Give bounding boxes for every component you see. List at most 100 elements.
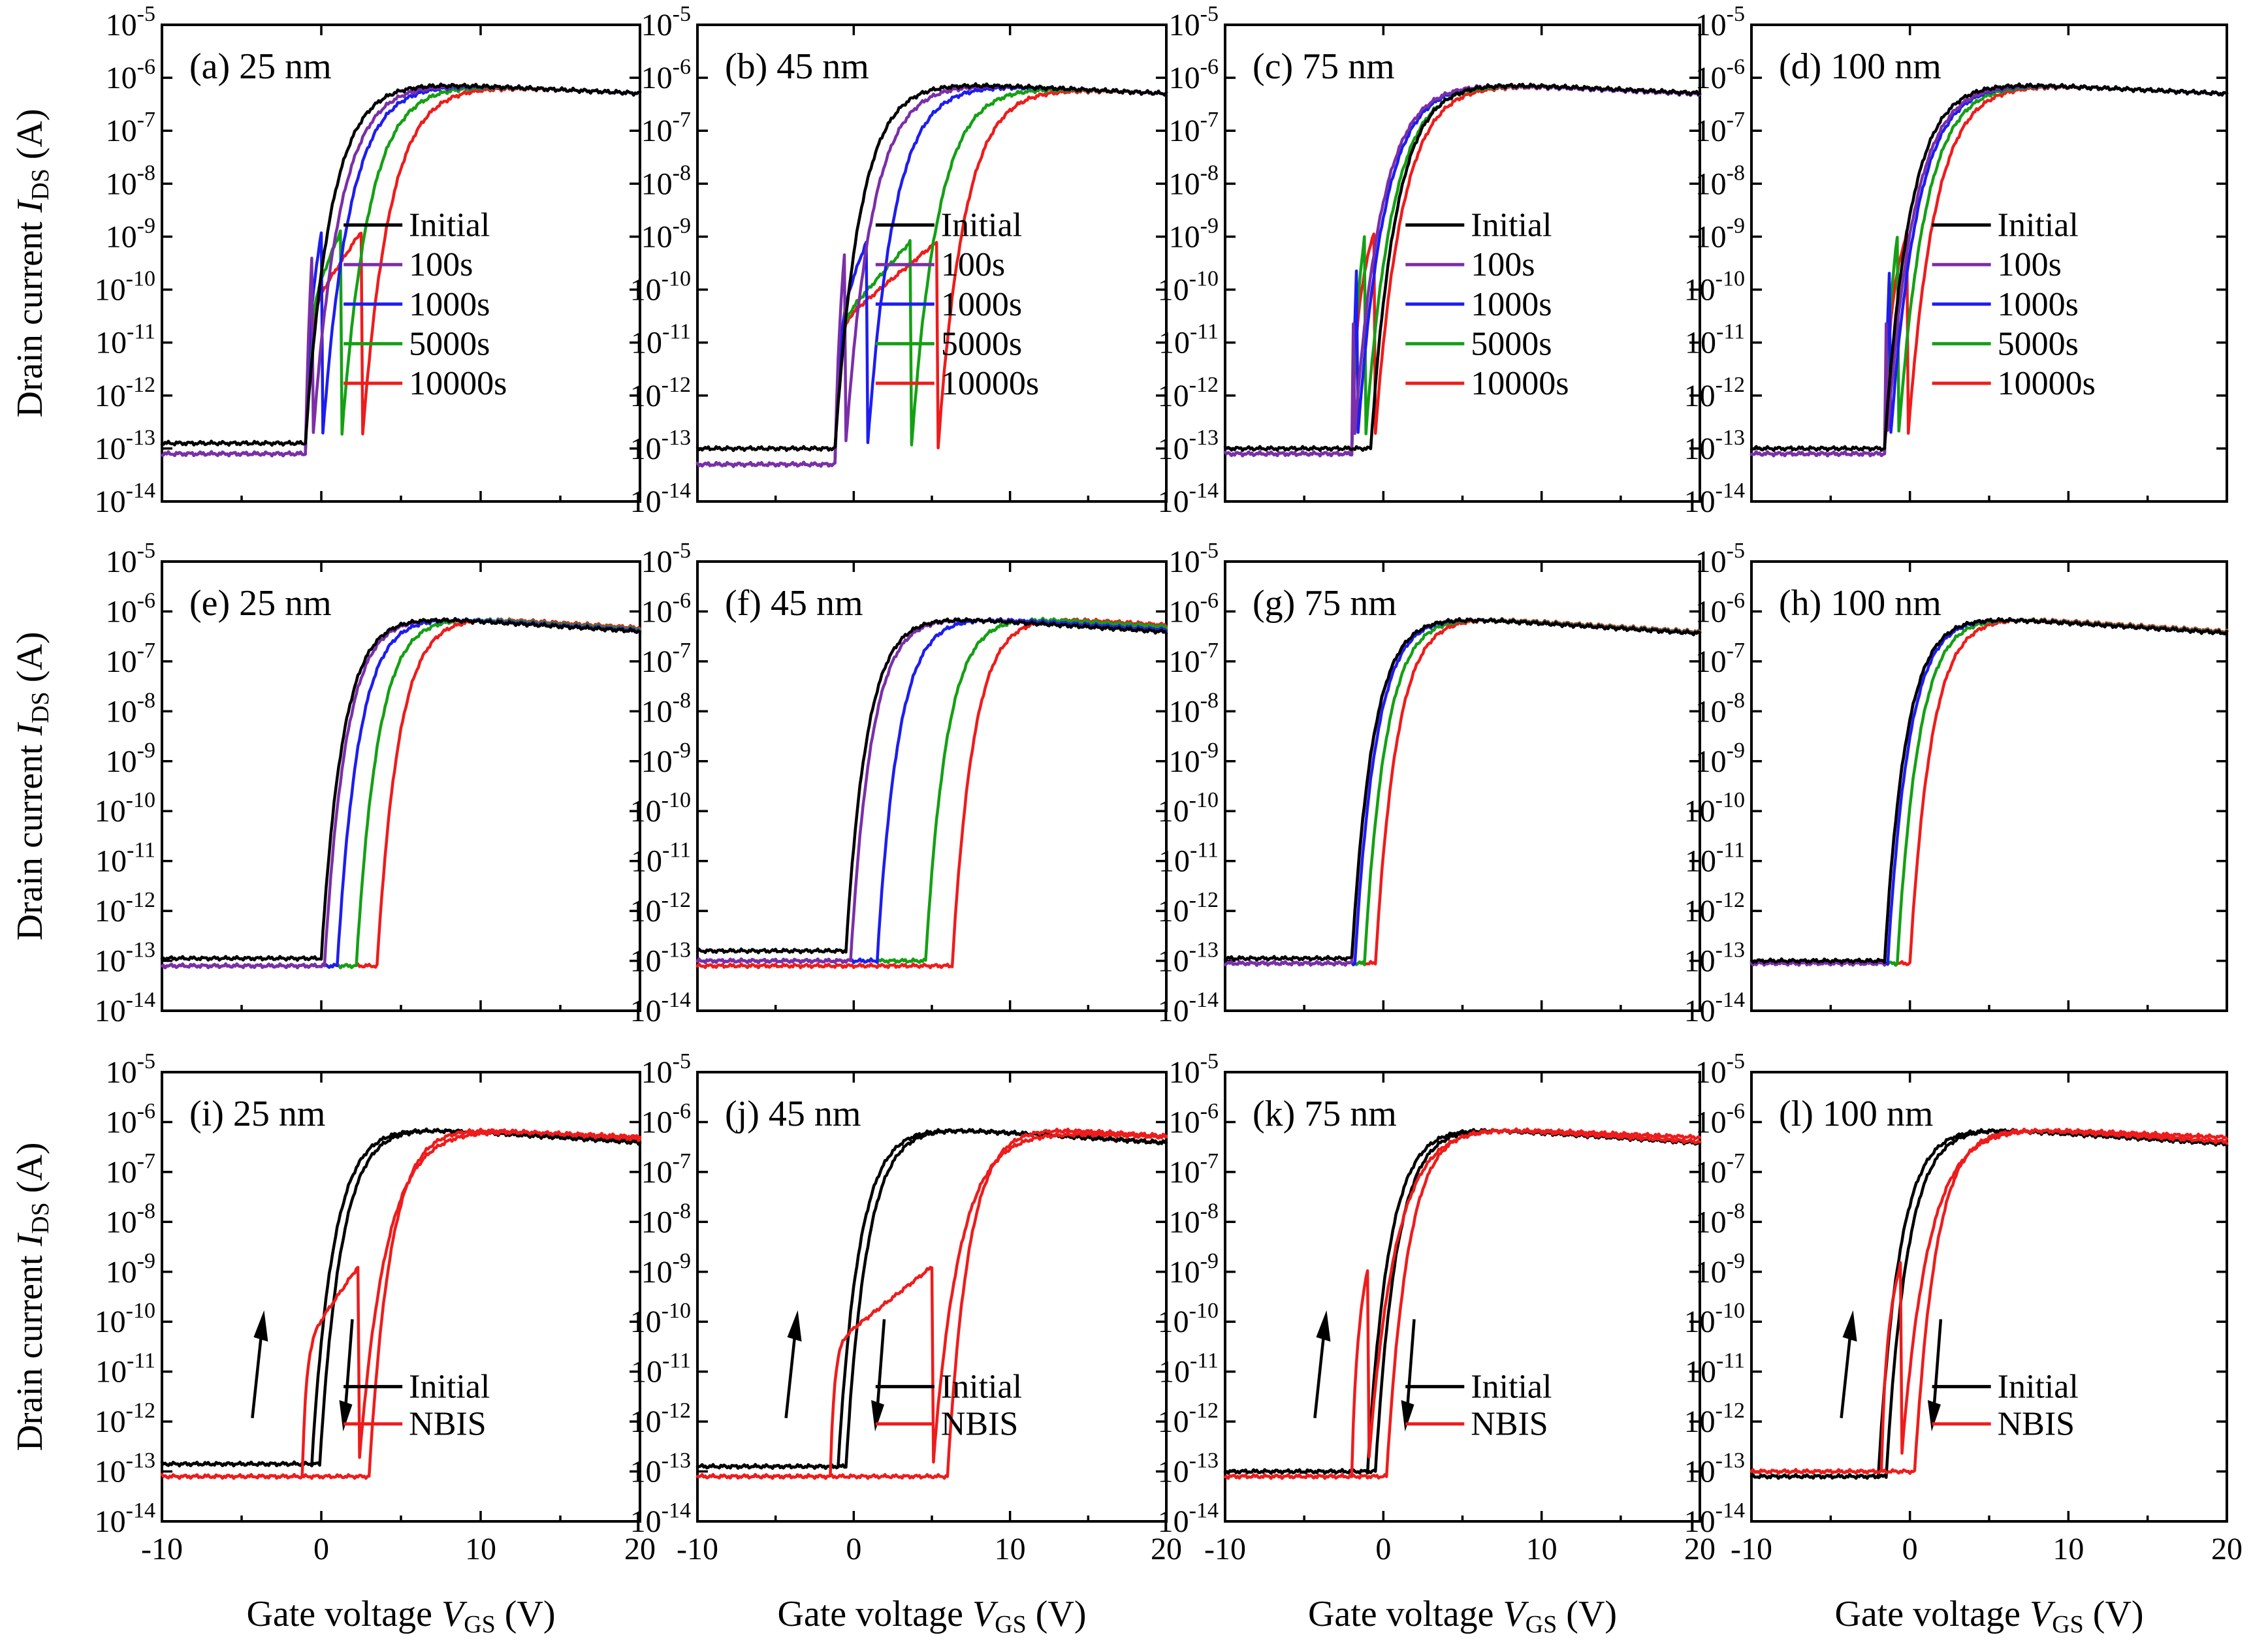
y-axis-title: Drain current IDS (A) [10,1142,54,1451]
y-tick-label: 10-9 [641,1249,691,1290]
series-line-nbis-reverse [695,1127,1168,1480]
y-tick-label: 10-11 [1158,1349,1219,1389]
series-line-initial [1749,82,2229,452]
y-tick-label: 10-9 [641,738,691,779]
y-tick-label: 10-5 [641,1049,691,1090]
y-tick-label: 10-6 [1695,55,1745,95]
x-tick-label: 20 [1684,1532,1716,1566]
series-line-1000s [1749,616,2229,967]
legend-label: 10000s [941,365,1039,402]
x-tick-label: 20 [2211,1532,2243,1566]
series-line-1000s [160,83,642,458]
legend-label: 100s [941,246,1005,283]
sweep-up-arrow-icon [1840,1310,1857,1418]
panel-i: 10-510-610-710-810-910-1010-1110-1210-13… [10,1049,656,1638]
y-tick-label: 10-12 [95,888,155,928]
legend-label: 5000s [941,325,1022,362]
y-tick-label: 10-7 [641,639,691,679]
y-tick-label: 10-10 [95,788,155,829]
legend-label: Initial [941,207,1022,244]
y-tick-label: 10-11 [1158,838,1219,879]
x-tick-label: 10 [465,1532,496,1566]
panel-j: 10-510-610-710-810-910-1010-1110-1210-13… [630,1049,1182,1638]
panel-k: 10-510-610-710-810-910-1010-1110-1210-13… [1158,1049,1716,1638]
panel-b: 10-5 10-6 10-7 10-8 10-9 10-10 10-11 10-12 10-13… [630,2,1168,519]
series-line-10000s [1223,84,1702,458]
panel-a: 10-5 10-6 10-7 10-8 10-9 10-10 10-11 10-12 10-13… [10,2,642,519]
series-line-initial [1749,617,2229,964]
series-line-10000s [695,617,1168,970]
series-line-initial [1223,82,1702,452]
legend-label: 10000s [1998,365,2096,402]
y-tick-label: 10-14 [1158,479,1219,519]
series-line-1000s [1749,83,2229,458]
panel-g: 10-5 10-6 10-7 10-8 10-9 10-10 10-11 10-12 10-13… [1158,539,1702,1028]
y-tick-label: 10-7 [641,108,691,148]
series-line-10000s [695,87,1168,468]
series-line-nbis-reverse [1223,1128,1702,1480]
series-line-5000s [695,86,1168,468]
legend-label: NBIS [1998,1406,2075,1443]
series-line-initial-reverse [160,1128,642,1468]
x-tick-label: 20 [624,1532,656,1566]
sweep-up-arrow-icon [1313,1310,1331,1418]
legend-label: 10000s [409,365,507,402]
series-line-nbis-forward [160,1129,642,1480]
panel-label: (j) 45 nm [725,1094,861,1134]
legend-label: 100s [409,246,473,283]
y-axis-title: Drain current IDS (A) [10,108,54,417]
y-tick-label: 10-8 [1169,688,1219,729]
y-tick-label: 10-11 [95,1349,155,1389]
y-tick-label: 10-6 [641,55,691,95]
legend-label: 1000s [409,286,490,323]
panel-label: (l) 100 nm [1779,1094,1933,1134]
series-line-5000s [695,616,1168,964]
y-tick-label: 10-6 [641,1099,691,1139]
panel-e: 10-5 10-6 10-7 10-8 10-9 10-10 10-11 10-12 10-13… [10,539,642,1028]
series-line-100s [160,83,642,458]
legend-label: Initial [1998,207,2079,244]
y-tick-label: 10-10 [630,267,691,308]
y-tick-label: 10-12 [630,1399,691,1439]
series-line-initial [160,82,642,447]
y-tick-label: 10-5 [1169,1049,1219,1090]
y-tick-label: 10-11 [631,1349,691,1389]
y-tick-label: 10-6 [1695,588,1745,629]
y-tick-label: 10-9 [1695,1249,1745,1290]
legend-label: NBIS [941,1406,1018,1443]
y-tick-label: 10-13 [1684,426,1745,466]
y-tick-label: 10-14 [1684,1499,1745,1539]
x-axis-title: Gate voltage VGS (V) [1834,1594,2143,1638]
y-tick-label: 10-5 [106,539,155,579]
y-tick-label: 10-11 [95,838,155,879]
series-line-10000s [1749,617,2229,967]
series-line-5000s [160,617,642,970]
y-tick-label: 10-9 [641,214,691,254]
y-tick-label: 10-14 [1684,479,1745,519]
y-tick-label: 10-6 [1695,1099,1745,1139]
y-tick-label: 10-9 [106,1249,155,1290]
y-tick-label: 10-10 [1158,1299,1219,1339]
series-line-100s [160,617,642,970]
series-line-1000s [695,616,1168,964]
y-tick-label: 10-5 [641,539,691,579]
y-tick-label: 10-10 [95,267,155,308]
y-tick-label: 10-13 [95,426,155,466]
sweep-up-arrow-icon [784,1310,802,1418]
series-line-1000s [1223,617,1702,967]
series-line-10000s [160,617,642,970]
series-line-nbis-forward [1223,1127,1702,1480]
y-tick-label: 10-8 [1695,1199,1745,1239]
y-tick-label: 10-12 [630,888,691,928]
y-tick-label: 10-8 [641,688,691,729]
y-tick-label: 10-14 [1158,1499,1219,1539]
y-tick-label: 10-11 [1158,320,1219,360]
sweep-down-arrow-icon [871,1319,886,1432]
x-axis-title: Gate voltage VGS (V) [777,1594,1086,1638]
y-tick-label: 10-7 [106,1149,155,1190]
panel-f: 10-5 10-6 10-7 10-8 10-9 10-10 10-11 10-12 10-13… [630,539,1168,1028]
y-tick-label: 10-14 [630,479,691,519]
